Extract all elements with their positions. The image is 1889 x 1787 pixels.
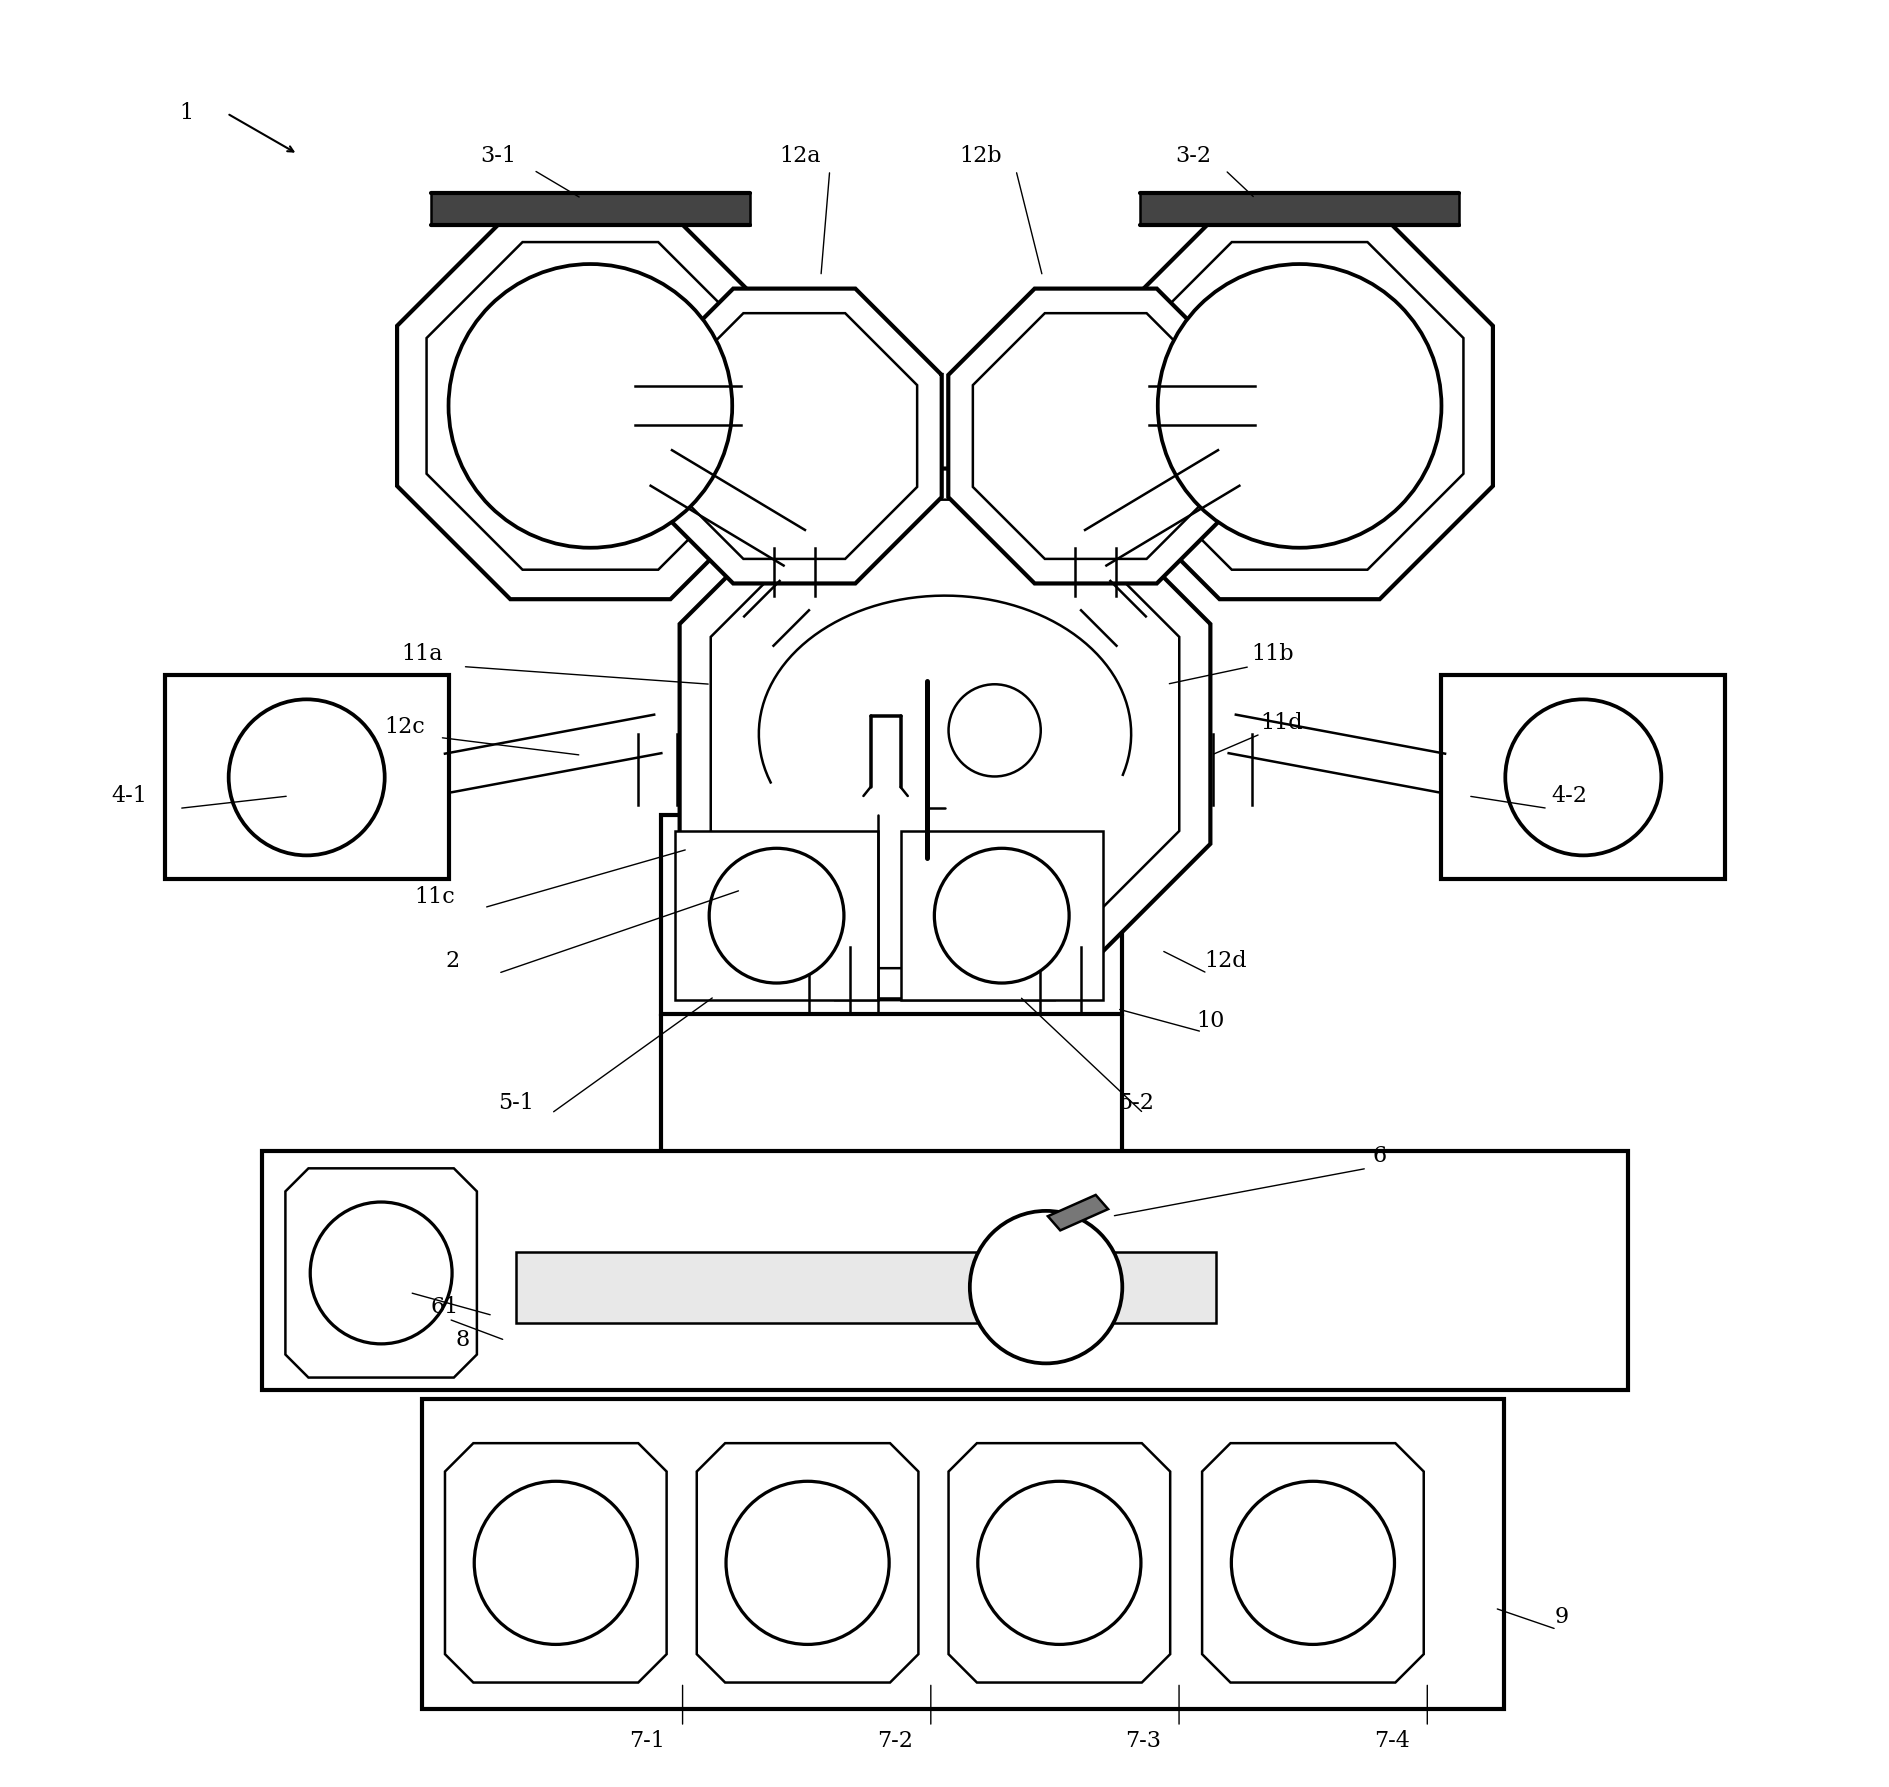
Polygon shape [680, 468, 1209, 999]
Text: 2: 2 [444, 951, 459, 972]
Bar [661, 815, 1122, 1013]
Polygon shape [973, 313, 1218, 559]
Circle shape [1158, 264, 1441, 549]
Bar [674, 831, 876, 1001]
Circle shape [969, 1212, 1122, 1363]
Circle shape [725, 1481, 888, 1644]
Polygon shape [285, 1169, 476, 1378]
Text: 7-4: 7-4 [1373, 1730, 1409, 1751]
Text: 12b: 12b [958, 145, 1001, 166]
Text: 4-2: 4-2 [1551, 784, 1587, 808]
Polygon shape [697, 1444, 918, 1683]
Polygon shape [710, 500, 1179, 969]
Bar [1441, 675, 1725, 879]
Text: 6: 6 [1371, 1145, 1387, 1167]
Text: 12a: 12a [778, 145, 820, 166]
Bar [263, 1151, 1626, 1390]
Text: 10: 10 [1196, 1010, 1224, 1033]
Text: 11a: 11a [400, 643, 442, 665]
Polygon shape [1201, 1444, 1422, 1683]
Text: 11b: 11b [1251, 643, 1294, 665]
Circle shape [1504, 699, 1660, 856]
Circle shape [448, 264, 731, 549]
Circle shape [1232, 1481, 1394, 1644]
Text: 7-3: 7-3 [1126, 1730, 1162, 1751]
Text: 8: 8 [455, 1330, 470, 1351]
Text: 7-1: 7-1 [629, 1730, 665, 1751]
Polygon shape [646, 289, 941, 584]
Polygon shape [397, 213, 784, 599]
Polygon shape [427, 241, 754, 570]
Circle shape [310, 1203, 451, 1344]
Text: 11d: 11d [1260, 713, 1303, 734]
Text: 4-1: 4-1 [111, 784, 147, 808]
Circle shape [977, 1481, 1141, 1644]
Bar [421, 1399, 1504, 1708]
Text: 12c: 12c [383, 717, 425, 738]
Polygon shape [1135, 241, 1462, 570]
Text: 3-2: 3-2 [1175, 145, 1211, 166]
Circle shape [708, 849, 844, 983]
Circle shape [474, 1481, 637, 1644]
Circle shape [948, 684, 1041, 777]
Text: 12d: 12d [1203, 951, 1247, 972]
Bar [1139, 193, 1458, 225]
Polygon shape [948, 1444, 1169, 1683]
Bar [901, 831, 1101, 1001]
Circle shape [229, 699, 385, 856]
Text: 1: 1 [179, 102, 193, 125]
Circle shape [933, 849, 1069, 983]
Text: 11c: 11c [414, 886, 455, 908]
Bar [516, 1251, 1217, 1322]
Bar [431, 193, 750, 225]
Polygon shape [671, 313, 916, 559]
Text: 7-2: 7-2 [876, 1730, 912, 1751]
Bar [164, 675, 448, 879]
Text: 5-1: 5-1 [497, 1092, 533, 1113]
Text: 5-2: 5-2 [1118, 1092, 1154, 1113]
Text: 9: 9 [1555, 1607, 1568, 1628]
Text: 3-1: 3-1 [480, 145, 516, 166]
Polygon shape [444, 1444, 667, 1683]
Text: 61: 61 [431, 1296, 459, 1317]
Polygon shape [1047, 1196, 1107, 1231]
Polygon shape [1105, 213, 1492, 599]
Polygon shape [948, 289, 1243, 584]
